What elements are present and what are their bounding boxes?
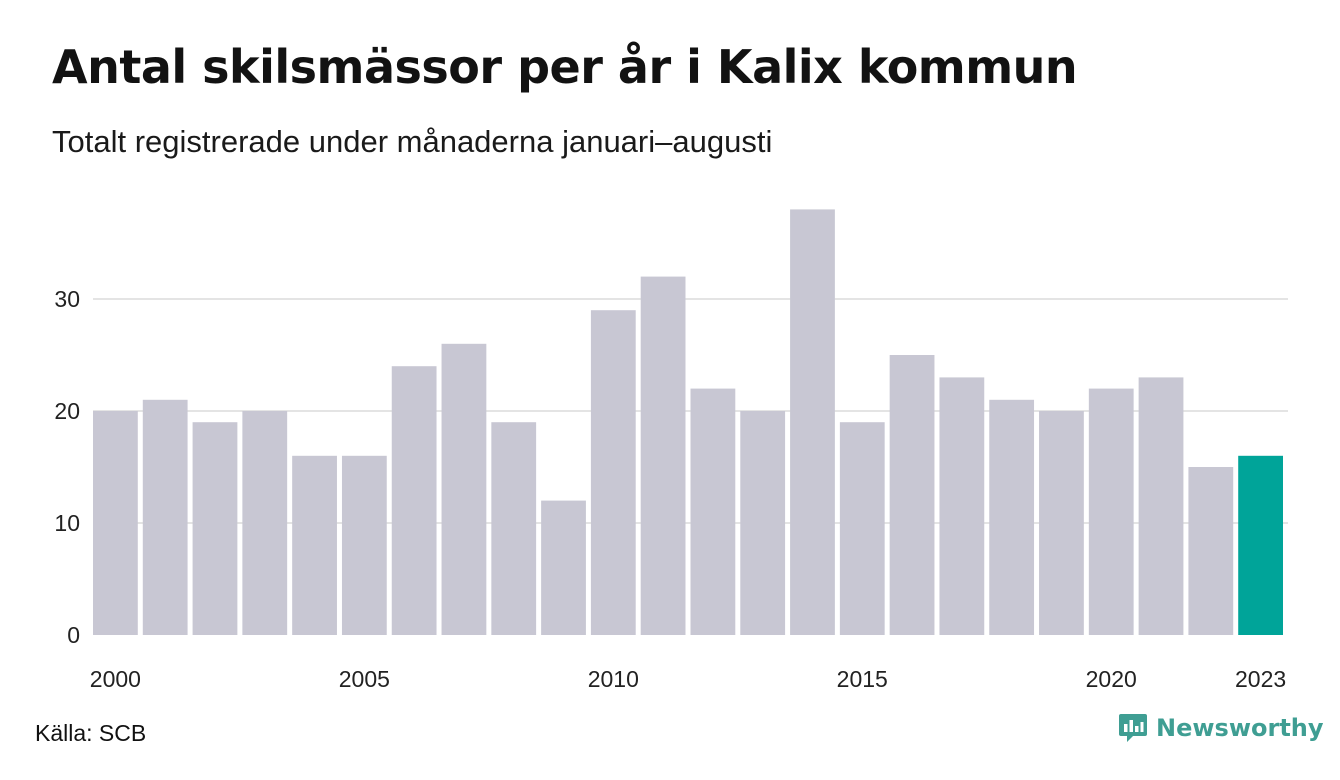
y-tick-label: 0 <box>67 622 80 648</box>
bar-2008 <box>491 422 537 635</box>
bar-chart: 0 10 20 30 2000 2005 2010 2015 2020 2023 <box>54 209 1288 692</box>
x-tick-label: 2010 <box>588 666 639 692</box>
y-tick-label: 20 <box>54 398 80 424</box>
x-tick-label: 2023 <box>1235 666 1286 692</box>
y-tick-label: 30 <box>54 286 80 312</box>
bar-2022 <box>1188 467 1234 635</box>
bar-2010 <box>590 310 636 635</box>
bar-2018 <box>989 399 1035 635</box>
bar-2017 <box>939 377 985 635</box>
bar-2003 <box>242 411 288 635</box>
bar-2001 <box>142 399 188 635</box>
x-tick-label: 2000 <box>90 666 141 692</box>
brand-logo: Newsworthy <box>1118 712 1324 744</box>
bar-2013 <box>740 411 786 635</box>
x-tick-label: 2020 <box>1086 666 1137 692</box>
bar-2005 <box>341 455 387 635</box>
bar-2019 <box>1039 411 1084 635</box>
brand-name: Newsworthy <box>1156 714 1324 742</box>
chart-title: Antal skilsmässor per år i Kalix kommun <box>52 40 1078 94</box>
y-tick-label: 10 <box>54 510 80 536</box>
bar-2020 <box>1088 388 1134 635</box>
x-tick-label: 2015 <box>837 666 888 692</box>
bar-2021 <box>1138 377 1184 635</box>
bar-2016 <box>889 355 935 635</box>
bar-2014 <box>790 209 835 635</box>
bar-2009 <box>541 500 586 635</box>
bar-2000 <box>93 411 138 635</box>
x-tick-label: 2005 <box>339 666 390 692</box>
newsworthy-logo-icon <box>1119 714 1147 742</box>
bar-2002 <box>192 422 238 635</box>
bar-2006 <box>391 366 437 635</box>
bar-2007 <box>441 343 487 635</box>
bar-2011 <box>640 276 686 635</box>
bar-2004 <box>292 455 337 635</box>
chart-subtitle: Totalt registrerade under månaderna janu… <box>52 124 773 159</box>
bar-2023 <box>1238 455 1283 635</box>
source-note: Källa: SCB <box>35 720 147 746</box>
bar-2015 <box>839 422 885 635</box>
bar-2012 <box>690 388 736 635</box>
